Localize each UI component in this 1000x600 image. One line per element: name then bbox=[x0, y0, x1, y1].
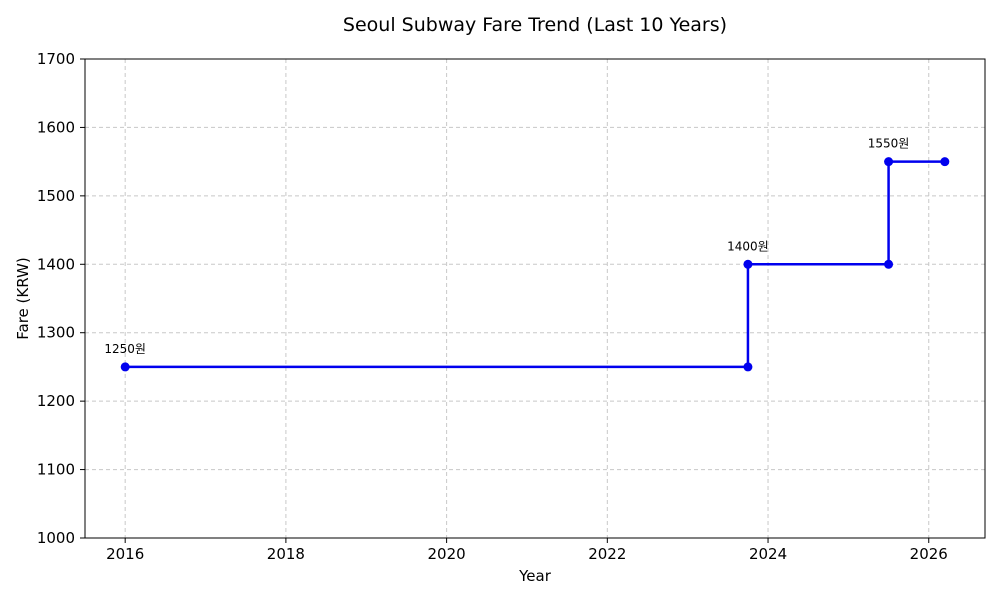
x-tick-label: 2026 bbox=[910, 545, 948, 563]
annotation-layer: 1250원 1400원 1550원 bbox=[104, 137, 909, 356]
data-point bbox=[743, 259, 753, 269]
y-tick-label: 1000 bbox=[37, 529, 75, 547]
fare-annotation: 1550원 bbox=[868, 137, 910, 151]
data-point bbox=[120, 362, 130, 372]
data-point bbox=[884, 157, 894, 167]
plot-frame bbox=[84, 58, 986, 539]
data-point bbox=[884, 259, 894, 269]
y-tick-label: 1400 bbox=[37, 255, 75, 273]
fare-step-line bbox=[125, 160, 945, 369]
x-axis-label: Year bbox=[518, 567, 552, 585]
y-tick-label: 1300 bbox=[37, 324, 75, 342]
y-axis-label: Fare (KRW) bbox=[14, 257, 32, 339]
y-tick-label: 1600 bbox=[37, 118, 75, 136]
fare-annotation: 1250원 bbox=[104, 342, 146, 356]
x-tick-label: 2020 bbox=[428, 545, 466, 563]
fare-annotation: 1400원 bbox=[727, 239, 769, 253]
data-point bbox=[743, 362, 753, 372]
chart-title: Seoul Subway Fare Trend (Last 10 Years) bbox=[343, 14, 727, 36]
x-tick-label: 2022 bbox=[588, 545, 626, 563]
ticks-layer: 2016 2018 2020 2022 2024 2026 1000 1100 1200 1300… bbox=[37, 50, 948, 563]
x-tick-label: 2018 bbox=[267, 545, 305, 563]
y-tick-label: 1200 bbox=[37, 392, 75, 410]
y-tick-label: 1100 bbox=[37, 461, 75, 479]
series-layer bbox=[125, 160, 945, 369]
points-layer bbox=[120, 157, 950, 372]
x-tick-label: 2024 bbox=[749, 545, 787, 563]
data-point bbox=[940, 157, 950, 167]
grid-layer bbox=[85, 58, 985, 539]
y-tick-label: 1500 bbox=[37, 187, 75, 205]
x-tick-label: 2016 bbox=[106, 545, 144, 563]
y-tick-label: 1700 bbox=[37, 50, 75, 68]
